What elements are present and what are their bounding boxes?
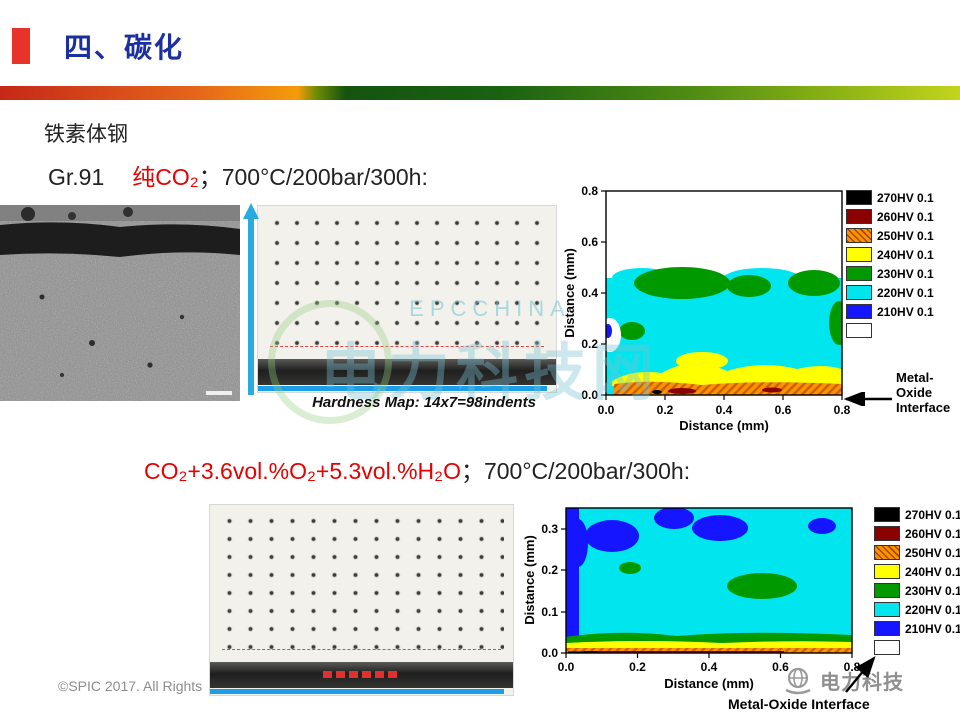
plot2-x-axis-label: Distance (mm) [664,676,754,691]
plot1-ytick: 0.8 [581,184,598,198]
condition-line-1: Gr.91 纯CO₂；700°C/200bar/300h: [48,158,428,192]
legend-swatch-230 [846,266,872,281]
legend-item: 240HV 0.1 [846,245,934,264]
plot2-ytick: 0.1 [541,605,558,619]
site-logo: 电力科技 [782,664,904,696]
plot1-ytick: 0.6 [581,235,598,249]
contour-plot-2: 0.3 0.2 0.1 0.0 0.0 0.2 0.4 0.6 0.8 Dist… [522,507,861,691]
legend-swatch-240 [846,247,872,262]
plot2-ytick: 0.3 [541,522,558,536]
plot1-ticks [601,190,843,400]
condition1-params: ；700°C/200bar/300h: [198,164,428,190]
legend-swatch-260 [846,209,872,224]
sem-micrograph-image [0,205,240,401]
oxide-layer-band-2 [210,662,513,688]
contour-fill-1 [606,267,842,395]
legend-swatch-210 [846,304,872,319]
plot1-ytick: 0.2 [581,337,598,351]
legend-swatch-240 [874,564,900,579]
substrate-marker-line-1 [258,386,548,391]
copyright-text: ©SPIC 2017. All Rights [58,678,203,694]
legend-item: 270HV 0.1 [846,188,934,207]
interface-marker-line-1 [269,346,545,347]
band-annotation-marks [322,671,401,678]
plot2-ytick: 0.2 [541,563,558,577]
plot2-xtick: 0.4 [701,660,718,674]
legend-swatch-270 [874,507,900,522]
plot1-xtick: 0.0 [598,403,615,417]
legend-item [846,321,934,340]
plot1-xtick: 0.6 [775,403,792,417]
plot1-xtick: 0.4 [716,403,733,417]
hardness-legend-2: 270HV 0.1 260HV 0.1 250HV 0.1 240HV 0.1 … [874,505,960,657]
logo-text: 电力科技 [820,671,904,694]
oxide-scale-band [0,222,240,257]
legend-item: 270HV 0.1 [874,505,960,524]
plot2-ticks [561,528,853,658]
legend-item: 230HV 0.1 [846,264,934,283]
hardness-legend-1: 270HV 0.1 260HV 0.1 250HV 0.1 240HV 0.1 … [846,188,934,340]
hardness-map-photo-2 [210,505,513,695]
legend-item: 260HV 0.1 [846,207,934,226]
condition1-gas: 纯CO₂ [132,164,199,190]
legend-swatch-210 [874,621,900,636]
hardness-map-photo-1 [258,206,556,392]
left-arrow-icon [843,392,892,406]
legend-item: 220HV 0.1 [846,283,934,302]
metal-oxide-interface-label-2: Metal-Oxide Interface [728,696,870,712]
up-right-arrow-icon [845,656,876,693]
legend-swatch-250 [846,228,872,243]
slide-title: 四、碳化 [64,32,185,63]
plot1-xtick: 0.8 [834,403,851,417]
indent-grid-1 [267,213,547,357]
up-arrow-icon [243,203,259,395]
interface-marker-line-2 [222,649,501,650]
plot2-xtick: 0.6 [772,660,789,674]
contour-plot-1: 0.8 0.6 0.4 0.2 0.0 0.0 0.2 0.4 0.6 0.8 … [562,184,851,433]
legend-swatch-below [846,323,872,338]
legend-item: 240HV 0.1 [874,562,960,581]
legend-item: 210HV 0.1 [874,619,960,638]
plot1-ytick: 0.0 [581,388,598,402]
scale-bar [206,391,232,395]
legend-swatch-250 [874,545,900,560]
plot1-y-axis-label: Distance (mm) [562,248,577,338]
legend-item: 220HV 0.1 [874,600,960,619]
legend-item: 250HV 0.1 [874,543,960,562]
condition2-params: ；700°C/200bar/300h: [460,458,691,484]
plot2-xtick: 0.2 [629,660,646,674]
substrate-marker-line-2 [210,689,504,694]
material-label: 铁素体钢 [44,123,128,146]
plot1-x-axis-label: Distance (mm) [679,418,769,433]
plot2-y-axis-label: Distance (mm) [522,535,537,625]
legend-swatch-230 [874,583,900,598]
title-accent-bar [12,28,30,64]
oxide-layer-band-1 [258,359,556,385]
legend-item [874,638,960,657]
contour-fill-2 [566,508,852,653]
plot2-ytick: 0.0 [541,646,558,660]
condition-line-2: CO₂+3.6vol.%O₂+5.3vol.%H₂O；700°C/200bar/… [144,452,690,486]
legend-item: 230HV 0.1 [874,581,960,600]
gradient-divider-bar [0,86,960,100]
legend-swatch-270 [846,190,872,205]
globe-icon [785,667,811,695]
legend-item: 250HV 0.1 [846,226,934,245]
legend-swatch-220 [874,602,900,617]
legend-item: 210HV 0.1 [846,302,934,321]
legend-swatch-260 [874,526,900,541]
metal-oxide-interface-label-1: Metal- Oxide Interface [896,370,951,415]
plot1-ytick: 0.4 [581,286,598,300]
plot1-xtick: 0.2 [657,403,674,417]
plot2-xtick: 0.0 [558,660,575,674]
legend-item: 260HV 0.1 [874,524,960,543]
grade-label: Gr.91 [48,164,105,190]
legend-swatch-220 [846,285,872,300]
condition2-gas: CO₂+3.6vol.%O₂+5.3vol.%H₂O [144,458,461,484]
hardness-map-caption: Hardness Map: 14x7=98indents [312,394,536,411]
indent-grid-2 [219,512,504,660]
legend-swatch-below [874,640,900,655]
